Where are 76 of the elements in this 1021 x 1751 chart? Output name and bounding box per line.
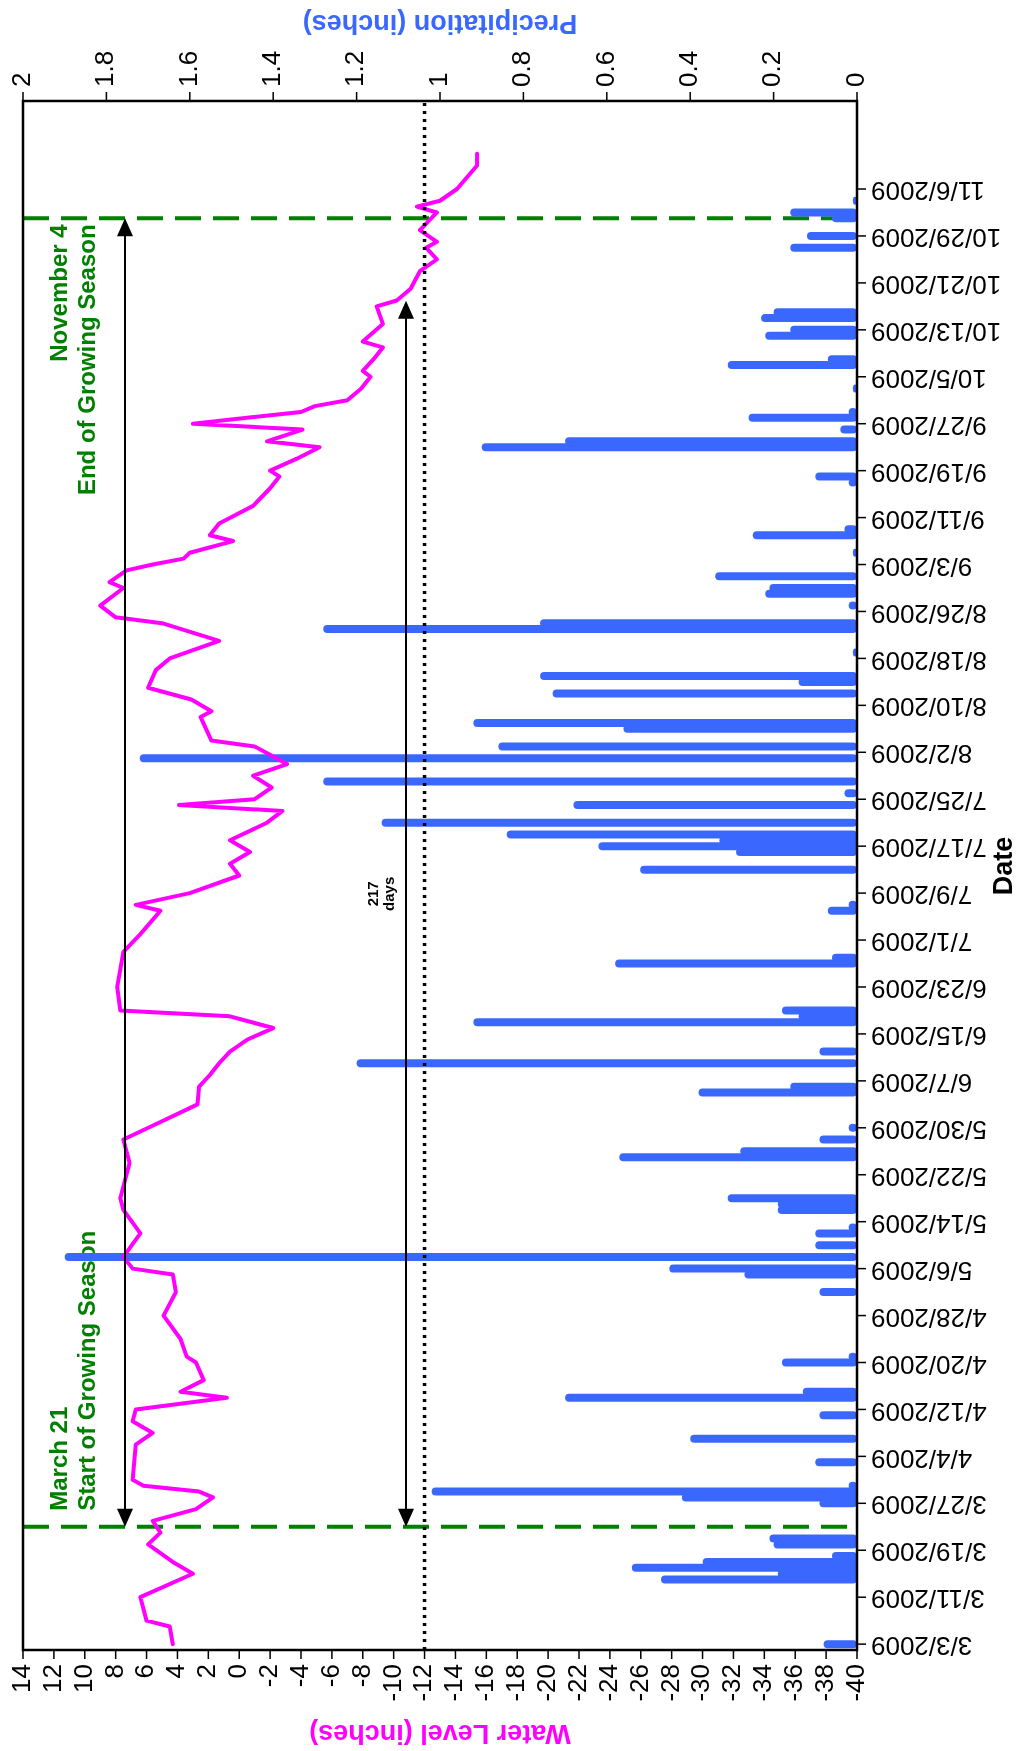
x-tick-label: -4 bbox=[283, 1664, 314, 1688]
x-tick-label: -10 bbox=[376, 1664, 407, 1702]
x-tick-label: -30 bbox=[685, 1664, 716, 1702]
x-tick-label: -22 bbox=[561, 1664, 592, 1702]
x-tick-label: 12 bbox=[36, 1664, 67, 1693]
x-tick-label: -28 bbox=[654, 1664, 685, 1702]
x-tick-label: -24 bbox=[592, 1664, 623, 1702]
y-tick-label: 10/5/2009 bbox=[871, 363, 987, 394]
x-tick-label: -16 bbox=[469, 1664, 500, 1702]
x2-tick-label: 0 bbox=[839, 72, 870, 87]
y-tick-label: 6/23/2009 bbox=[871, 974, 987, 1005]
y-axis-title: Date bbox=[988, 836, 1018, 896]
y-tick-label: 5/30/2009 bbox=[871, 1114, 987, 1145]
y-tick-label: 9/27/2009 bbox=[871, 410, 987, 441]
x-tick-label: -40 bbox=[839, 1664, 870, 1702]
y-tick-label: 8/18/2009 bbox=[871, 645, 987, 676]
y-tick-label: 4/4/2009 bbox=[871, 1443, 973, 1474]
y-tick-label: 10/29/2009 bbox=[871, 223, 1002, 254]
ref-line-label: November 4 End of Growing Season bbox=[45, 223, 100, 496]
x-tick-label: -36 bbox=[778, 1664, 809, 1702]
annotation: 217 days bbox=[364, 876, 397, 911]
x-tick-label: -12 bbox=[407, 1664, 438, 1702]
y-tick-label: 10/13/2009 bbox=[871, 316, 1002, 347]
x-axis-title: Water Level (inches) bbox=[309, 1719, 571, 1749]
x2-tick-label: 1.6 bbox=[172, 50, 203, 87]
x-tick-label: -14 bbox=[438, 1664, 469, 1702]
y-tick-label: 9/11/2009 bbox=[871, 504, 985, 535]
x2-tick-label: 0.8 bbox=[506, 50, 537, 87]
x-tick-label: -32 bbox=[716, 1664, 747, 1702]
y-tick-label: 8/26/2009 bbox=[871, 598, 987, 629]
y-tick-label: 7/1/2009 bbox=[871, 927, 973, 958]
y-tick-label: 7/9/2009 bbox=[871, 880, 973, 911]
x-tick-label: 14 bbox=[5, 1664, 36, 1693]
x-tick-label: -38 bbox=[808, 1664, 839, 1702]
y-tick-label: 3/19/2009 bbox=[871, 1537, 987, 1568]
x2-tick-label: 1.4 bbox=[256, 50, 287, 87]
x-tick-label: 10 bbox=[67, 1664, 98, 1693]
y-tick-label: 3/3/2009 bbox=[871, 1631, 973, 1662]
x2-tick-label: 1.8 bbox=[89, 50, 120, 87]
y-tick-label: 7/25/2009 bbox=[871, 786, 987, 817]
y-tick-label: 5/14/2009 bbox=[871, 1208, 987, 1239]
x2-tick-label: 1.2 bbox=[339, 50, 370, 87]
x2-axis-title: Precipitation (inches) bbox=[302, 9, 578, 39]
x-tick-label: -2 bbox=[252, 1664, 283, 1688]
x-tick-label: -8 bbox=[345, 1664, 376, 1688]
x2-tick-label: 0.2 bbox=[756, 50, 787, 87]
y-tick-label: 6/15/2009 bbox=[871, 1021, 987, 1052]
x-tick-label: -6 bbox=[314, 1664, 345, 1688]
x-tick-label: -20 bbox=[530, 1664, 561, 1702]
y-tick-label: 9/3/2009 bbox=[871, 551, 973, 582]
y-tick-label: 7/17/2009 bbox=[871, 833, 987, 864]
y-tick-label: 8/2/2009 bbox=[871, 739, 973, 770]
x-tick-label: 8 bbox=[98, 1664, 129, 1679]
x-tick-label: 4 bbox=[160, 1664, 191, 1679]
x2-tick-label: 1 bbox=[422, 72, 453, 87]
y-tick-label: 3/27/2009 bbox=[871, 1490, 987, 1521]
y-tick-label: 3/11/2009 bbox=[871, 1584, 985, 1615]
y-tick-label: 4/20/2009 bbox=[871, 1349, 987, 1380]
y-tick-label: 8/10/2009 bbox=[871, 692, 987, 723]
x-tick-label: 2 bbox=[191, 1664, 222, 1679]
x2-tick-label: 0.6 bbox=[589, 50, 620, 87]
x-tick-label: -26 bbox=[623, 1664, 654, 1702]
x-tick-label: 6 bbox=[129, 1664, 160, 1679]
y-tick-label: 11/6/2009 bbox=[871, 176, 985, 207]
x-tick-label: -18 bbox=[500, 1664, 531, 1702]
x-tick-label: -34 bbox=[747, 1664, 778, 1702]
y-tick-label: 9/19/2009 bbox=[871, 457, 987, 488]
y-tick-label: 4/12/2009 bbox=[871, 1396, 987, 1427]
y-tick-label: 10/21/2009 bbox=[871, 270, 1002, 301]
y-tick-label: 6/7/2009 bbox=[871, 1067, 973, 1098]
y-tick-label: 4/28/2009 bbox=[871, 1302, 987, 1333]
y-tick-label: 5/22/2009 bbox=[871, 1161, 987, 1192]
x2-tick-label: 2 bbox=[5, 72, 36, 87]
x-tick-label: 0 bbox=[222, 1664, 253, 1679]
y-tick-label: 5/6/2009 bbox=[871, 1255, 973, 1286]
x2-tick-label: 0.4 bbox=[673, 50, 704, 87]
